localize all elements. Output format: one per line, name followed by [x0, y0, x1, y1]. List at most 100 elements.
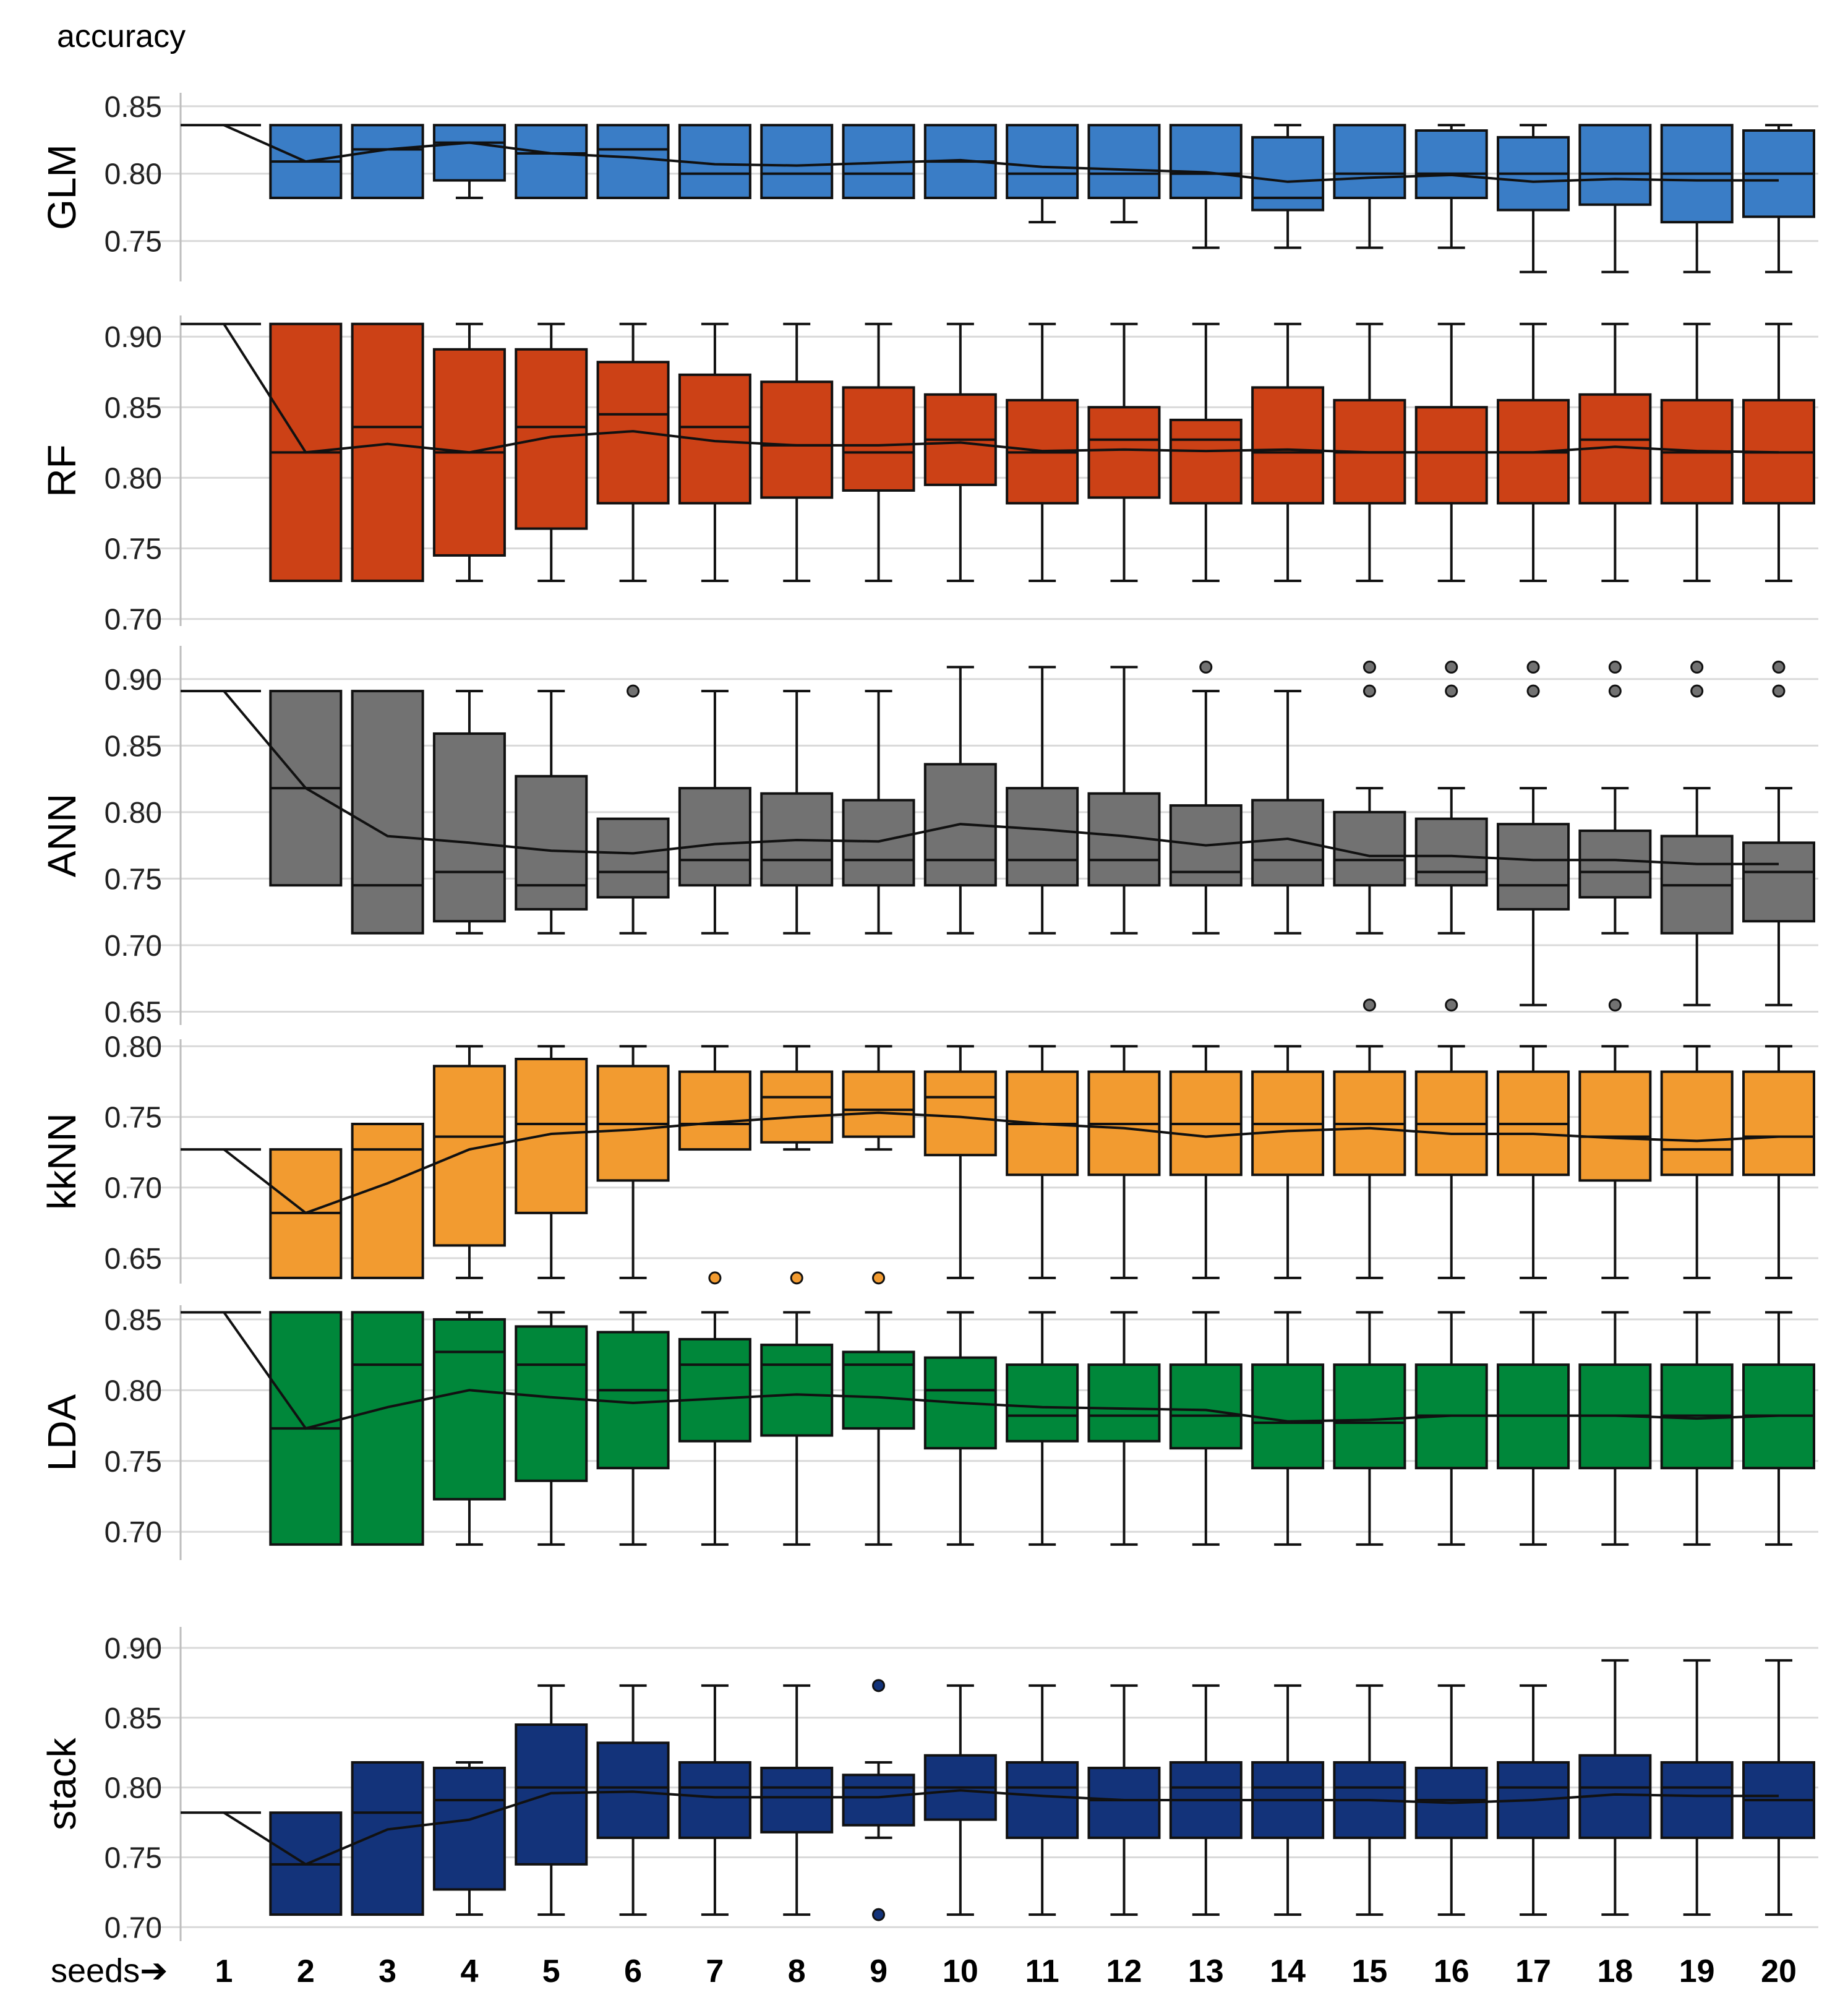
box-seed-4 [432, 690, 506, 935]
outlier-point [1445, 684, 1458, 698]
box-seed-15 [1333, 124, 1406, 249]
outlier-point [1526, 684, 1540, 698]
box-seed-16 [1414, 1311, 1488, 1546]
box-seed-12 [1087, 1684, 1161, 1916]
box-seed-6 [596, 1045, 670, 1279]
box-seed-8 [760, 690, 834, 935]
iqr-box [842, 799, 915, 887]
iqr-box [1414, 129, 1488, 199]
box-seed-14 [1251, 1311, 1325, 1546]
iqr-box [515, 124, 588, 199]
box-seed-4 [432, 124, 506, 199]
outlier-point [872, 1908, 886, 1921]
y-tick-label: 0.65 [105, 996, 162, 1029]
mean-trend-line [223, 1311, 1779, 1430]
iqr-box [596, 124, 670, 199]
x-tick-label: 10 [943, 1954, 978, 1989]
iqr-box [1660, 1070, 1734, 1177]
y-tick-label: 0.85 [105, 730, 162, 763]
box-seed-14 [1251, 124, 1325, 249]
box-seed-17 [1497, 124, 1570, 273]
box-seed-7 [678, 1684, 751, 1916]
x-tick-label: 3 [379, 1954, 396, 1989]
panel-label: GLM [40, 144, 84, 230]
iqr-box [1578, 829, 1652, 899]
y-tick-label: 0.85 [105, 1702, 162, 1735]
box-seed-13 [1169, 322, 1243, 582]
outlier-point [627, 684, 640, 698]
mean-trend-line [223, 124, 1779, 183]
iqr-box [515, 1325, 588, 1482]
x-tick-label: 6 [624, 1954, 642, 1989]
box-seed-18 [1578, 124, 1652, 273]
seeds-label: seeds [51, 1952, 140, 1989]
iqr-box [515, 1057, 588, 1214]
x-tick-label: 11 [1025, 1954, 1059, 1989]
box-seed-8 [760, 322, 834, 582]
iqr-box [432, 1065, 506, 1247]
y-tick-label: 0.80 [105, 462, 162, 495]
x-tick-label: 7 [706, 1954, 724, 1989]
box-seed-10 [923, 1311, 997, 1546]
box-seed-15 [1333, 660, 1406, 1012]
iqr-box [1169, 418, 1243, 505]
box-seed-7 [678, 690, 751, 935]
x-tick-label: 13 [1188, 1954, 1224, 1989]
iqr-box [1578, 1070, 1652, 1182]
iqr-box [1414, 406, 1488, 505]
panel-rf: 0.70 0.75 0.80 0.85 0.90 RF [40, 315, 1818, 637]
x-tick-label: 5 [542, 1954, 560, 1989]
outlier-point [1445, 998, 1458, 1012]
box-seed-8 [760, 124, 834, 199]
box-seed-11 [1006, 1311, 1079, 1546]
box-seed-11 [1006, 124, 1079, 224]
box-seed-4 [432, 1311, 506, 1546]
x-tick-label: 14 [1270, 1954, 1306, 1989]
y-tick-label: 0.70 [105, 930, 162, 963]
y-tick-label: 0.75 [105, 863, 162, 896]
box-seed-14 [1251, 1045, 1325, 1279]
iqr-box [678, 1337, 751, 1443]
iqr-box [1414, 817, 1488, 887]
box-seed-3 [351, 124, 424, 199]
x-tick-label: 8 [788, 1954, 806, 1989]
iqr-box [351, 1761, 424, 1916]
outlier-point [1445, 660, 1458, 674]
box-seed-6 [596, 1684, 670, 1916]
box-seed-14 [1251, 690, 1325, 935]
box-seed-4 [432, 1761, 506, 1916]
y-tick-label: 0.75 [105, 1446, 162, 1478]
box-seed-16 [1414, 1684, 1488, 1916]
iqr-box [432, 1318, 506, 1501]
box-seed-18 [1578, 660, 1652, 1012]
box-seed-5 [515, 1311, 588, 1546]
iqr-box [351, 322, 424, 582]
outlier-point [1608, 660, 1622, 674]
outlier-point [790, 1271, 803, 1285]
x-tick-label: 19 [1679, 1954, 1715, 1989]
box-seed-16 [1414, 660, 1488, 1012]
outlier-point [1362, 660, 1376, 674]
iqr-box [1333, 1363, 1406, 1470]
outlier-point [1608, 998, 1622, 1012]
box-seed-7 [678, 1311, 751, 1546]
mean-trend-line [223, 1111, 1779, 1215]
box-seed-6 [596, 1311, 670, 1546]
box-seed-3 [351, 1311, 424, 1546]
panel-stack: 0.70 0.75 0.80 0.85 0.90 stack [40, 1627, 1818, 1944]
iqr-box [1006, 1363, 1079, 1443]
box-seed-5 [515, 1684, 588, 1916]
x-tick-label: 12 [1106, 1954, 1142, 1989]
x-axis: seeds➔ 1 2 3 4 5 6 7 8 9 10 11 12 13 14 15 16 17 18 19 20 [51, 1952, 1797, 1989]
iqr-box [351, 690, 424, 935]
box-seed-20 [1742, 660, 1815, 1006]
iqr-box [596, 1741, 670, 1839]
box-seed-12 [1087, 124, 1161, 224]
box-seed-4 [432, 1045, 506, 1279]
box-seed-7 [678, 322, 751, 582]
box-seed-19 [1660, 1045, 1734, 1279]
y-tick-label: 0.90 [105, 1632, 162, 1665]
x-tick-label: 2 [297, 1954, 315, 1989]
outlier-point [1690, 684, 1704, 698]
iqr-box [1087, 124, 1161, 199]
